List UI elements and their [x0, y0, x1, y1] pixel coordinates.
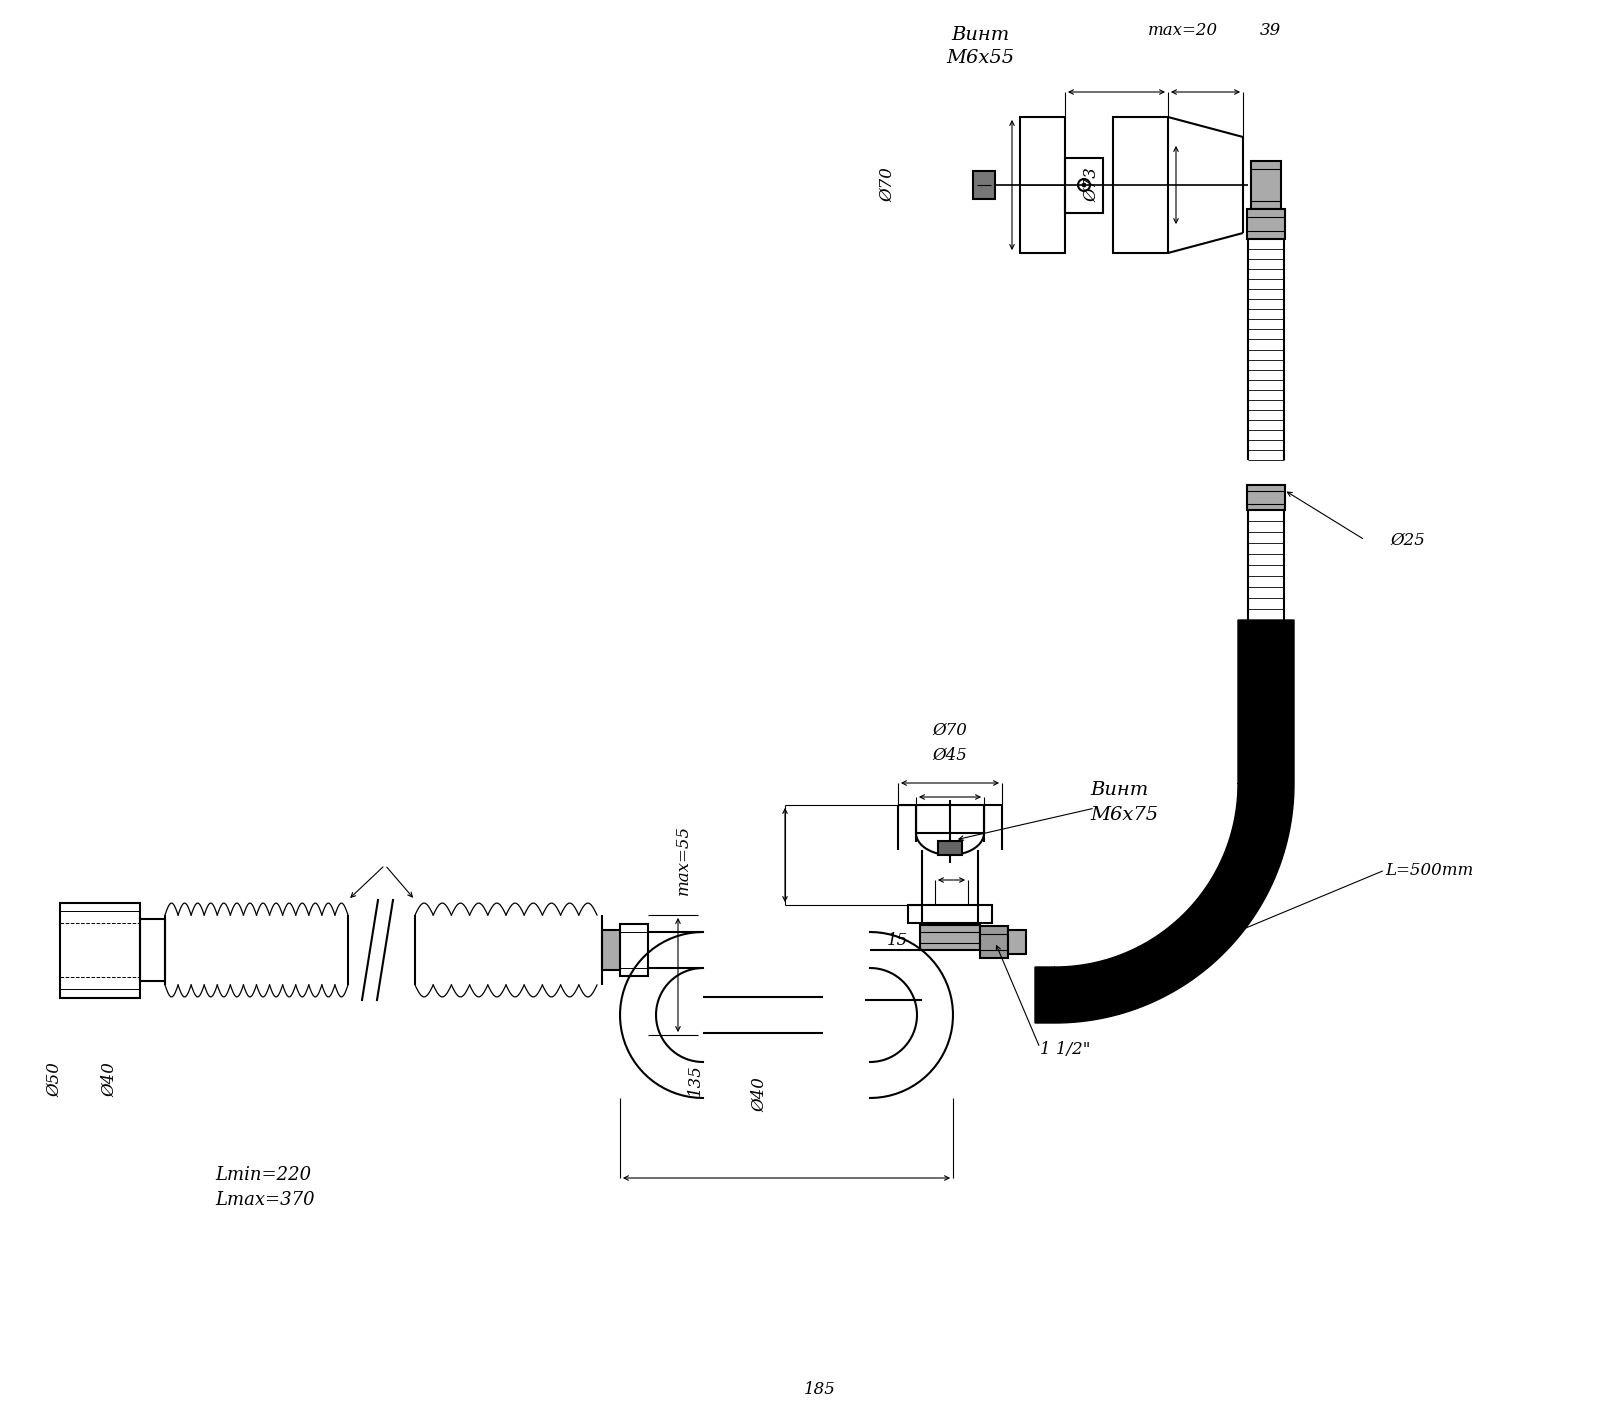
Text: 15: 15 [886, 931, 907, 948]
Circle shape [1082, 183, 1085, 187]
Text: max=55: max=55 [674, 825, 692, 895]
Text: Ø40: Ø40 [752, 1078, 768, 1112]
Text: 39: 39 [1260, 21, 1281, 39]
Bar [60, 902, 139, 998]
Text: 135: 135 [687, 1064, 703, 1095]
Bar [603, 930, 620, 970]
Text: Ø70: Ø70 [933, 721, 967, 738]
Text: Ø50: Ø50 [47, 1062, 63, 1098]
Bar [907, 905, 991, 922]
Bar [1064, 159, 1103, 213]
Bar [1113, 117, 1168, 253]
Text: Винт: Винт [951, 26, 1009, 44]
Text: Lmax=370: Lmax=370 [215, 1191, 314, 1210]
Text: max=20: max=20 [1149, 21, 1218, 39]
Bar [1247, 208, 1285, 238]
Text: L=500mm: L=500mm [1385, 861, 1473, 878]
Text: Lmin=220: Lmin=220 [215, 1167, 311, 1184]
Bar [974, 171, 995, 198]
Polygon shape [1035, 620, 1294, 1022]
Bar [139, 920, 165, 981]
Text: M6x75: M6x75 [1090, 805, 1158, 824]
Bar [980, 925, 1008, 958]
Text: 185: 185 [804, 1381, 836, 1398]
Text: Ø73: Ø73 [1084, 167, 1100, 203]
Bar [1251, 161, 1281, 208]
Bar [1021, 117, 1064, 253]
Bar [920, 925, 980, 950]
Bar [938, 841, 962, 855]
Text: 1 1/2": 1 1/2" [1040, 1041, 1090, 1058]
Text: M6x55: M6x55 [946, 49, 1014, 67]
Text: Ø25: Ø25 [1390, 531, 1426, 548]
Text: Ø45: Ø45 [933, 747, 967, 764]
Text: Ø40: Ø40 [102, 1062, 118, 1098]
Bar [1008, 930, 1025, 954]
Text: Ø70: Ø70 [880, 167, 896, 203]
Text: Винт: Винт [1090, 781, 1149, 800]
Bar [620, 924, 648, 975]
Bar [1247, 486, 1285, 510]
